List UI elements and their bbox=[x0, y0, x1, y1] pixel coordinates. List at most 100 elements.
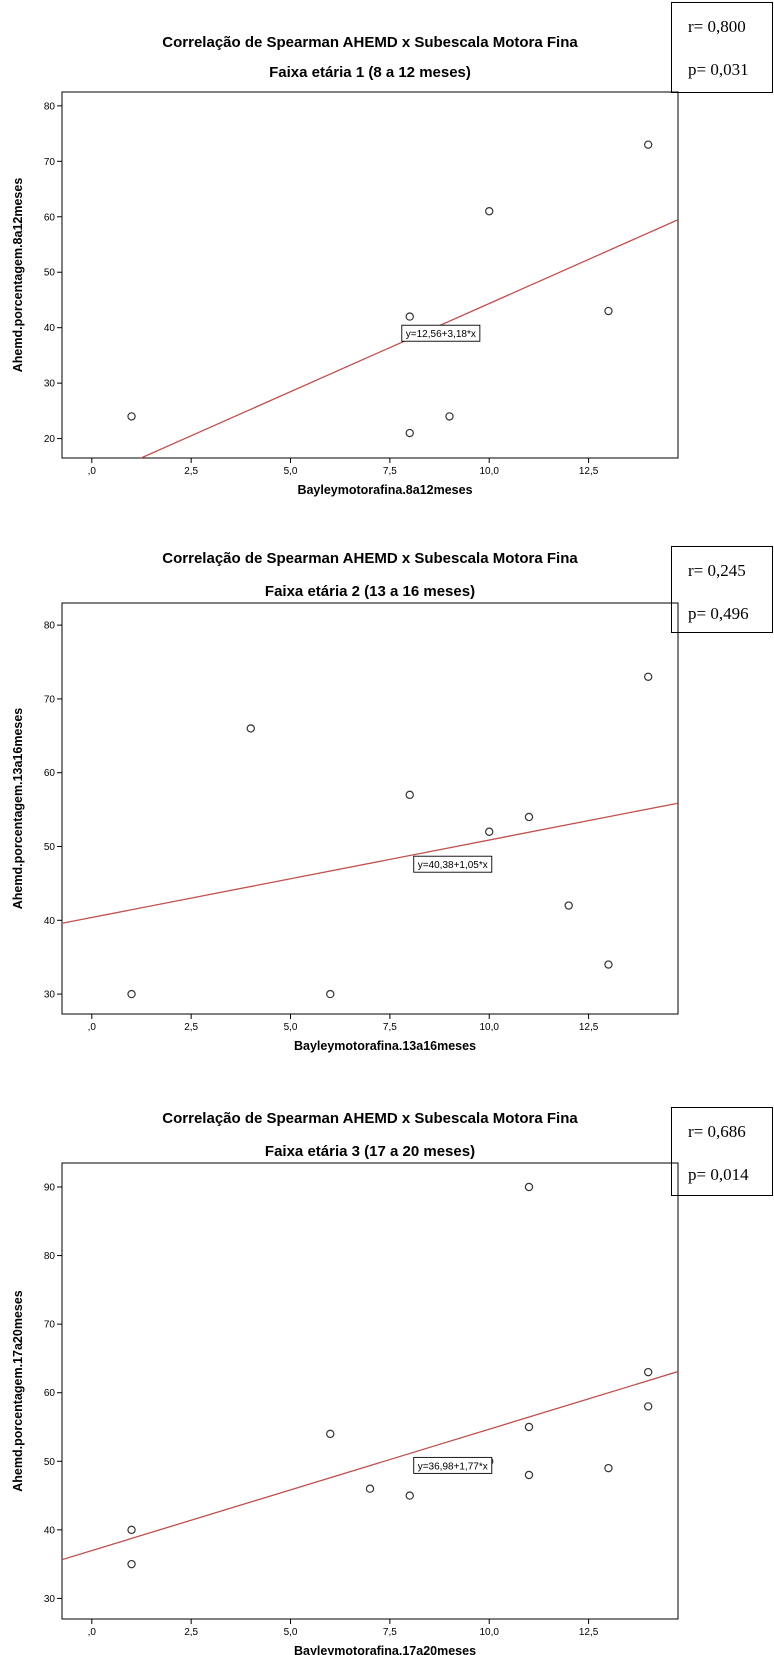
x-tick-label: ,0 bbox=[88, 1022, 97, 1033]
x-tick-label: 12,5 bbox=[579, 1022, 599, 1033]
data-point bbox=[643, 1367, 653, 1377]
chart-panel-3: Correlação de Spearman AHEMD x Subescala… bbox=[0, 1105, 774, 1655]
spearman-r: r= 0,800 bbox=[688, 17, 746, 36]
y-tick-label: 40 bbox=[44, 916, 56, 927]
data-point bbox=[643, 672, 653, 681]
data-point bbox=[524, 1422, 534, 1432]
y-tick-label: 60 bbox=[44, 1388, 56, 1399]
y-tick-label: 50 bbox=[44, 268, 56, 279]
fit-equation-label: y=12,56+3,18*x bbox=[401, 324, 481, 342]
fit-line bbox=[62, 1370, 678, 1561]
data-point bbox=[524, 1470, 534, 1480]
y-tick-label: 40 bbox=[44, 323, 56, 334]
fit-equation-text: y=40,38+1,05*x bbox=[418, 860, 488, 871]
chart-subtitle: Faixa etária 3 (17 a 20 meses) bbox=[264, 1143, 476, 1160]
data-point bbox=[445, 412, 454, 421]
data-point bbox=[405, 312, 414, 321]
x-tick-label: 10,0 bbox=[479, 1627, 499, 1638]
y-tick-label: 70 bbox=[44, 1320, 56, 1331]
chart-title: Correlação de Spearman AHEMD x Subescala… bbox=[162, 1110, 578, 1127]
data-point bbox=[127, 1559, 136, 1569]
x-axis-label: Bayleymotorafina.13a16meses bbox=[294, 1039, 476, 1053]
stats-box: r= 0,686 p= 0,014 bbox=[671, 1107, 773, 1196]
data-point bbox=[326, 1429, 335, 1439]
y-tick-label: 60 bbox=[44, 768, 56, 779]
y-tick-label: 40 bbox=[44, 1525, 56, 1536]
fit-equation-box bbox=[413, 855, 493, 873]
data-point bbox=[365, 1484, 375, 1493]
fit-equation-text: y=12,56+3,18*x bbox=[406, 329, 476, 340]
x-tick-label: 10,0 bbox=[479, 1022, 499, 1033]
chart-subtitle: Faixa etária 1 (8 a 12 meses) bbox=[269, 64, 471, 81]
data-point bbox=[405, 1491, 414, 1500]
y-tick-label: 70 bbox=[44, 694, 56, 705]
x-tick-label: 2,5 bbox=[184, 1022, 198, 1033]
stats-box: r= 0,245 p= 0,496 bbox=[671, 546, 773, 633]
spearman-r: r= 0,245 bbox=[688, 561, 746, 580]
x-tick-label: 5,0 bbox=[284, 466, 298, 477]
x-tick-label: ,0 bbox=[88, 1627, 97, 1638]
data-point bbox=[524, 1182, 534, 1192]
y-tick-label: 90 bbox=[44, 1183, 56, 1194]
p-value: p= 0,014 bbox=[688, 1165, 749, 1184]
chart-panel-1: Correlação de Spearman AHEMD x Subescala… bbox=[0, 0, 774, 530]
p-value: p= 0,496 bbox=[688, 604, 749, 623]
x-tick-label: 5,0 bbox=[284, 1627, 298, 1638]
x-axis-label: Bayleymotorafina.8a12meses bbox=[297, 483, 472, 497]
chart-title: Correlação de Spearman AHEMD x Subescala… bbox=[162, 34, 578, 51]
data-point bbox=[604, 1463, 613, 1473]
chart-subtitle: Faixa etária 2 (13 a 16 meses) bbox=[264, 583, 476, 600]
scatter-plot-1: ,0 2,5 5,0 7,5 10,0 12,5 20 30 40 50 60 70 80 Bayleym… bbox=[11, 91, 679, 497]
x-tick-label: 5,0 bbox=[284, 1022, 298, 1033]
y-axis-label: Ahemd.porcentagem.8a12meses bbox=[11, 178, 25, 373]
data-point bbox=[604, 306, 613, 316]
y-tick-label: 80 bbox=[44, 1251, 56, 1262]
x-tick-label: 7,5 bbox=[383, 1627, 397, 1638]
fit-equation-label: y=36,98+1,77*x bbox=[413, 1456, 493, 1474]
y-tick-label: 20 bbox=[44, 434, 56, 445]
data-point bbox=[564, 901, 573, 910]
x-tick-label: 2,5 bbox=[184, 1627, 198, 1638]
fit-line bbox=[62, 802, 678, 924]
scatter-plot-3: ,0 2,5 5,0 7,5 10,0 12,5 30 40 50 60 70 80 90 Bayleym… bbox=[11, 1162, 679, 1655]
spearman-r: r= 0,686 bbox=[688, 1122, 746, 1141]
y-tick-label: 70 bbox=[44, 157, 56, 168]
y-tick-label: 30 bbox=[44, 1594, 56, 1605]
y-tick-label: 30 bbox=[44, 379, 56, 390]
fit-equation-label: y=40,38+1,05*x bbox=[413, 855, 493, 873]
x-tick-label: 10,0 bbox=[479, 466, 499, 477]
data-point bbox=[485, 827, 494, 836]
data-point bbox=[485, 207, 494, 216]
x-tick-label: 12,5 bbox=[579, 466, 599, 477]
y-tick-label: 50 bbox=[44, 842, 56, 853]
data-point bbox=[643, 1402, 653, 1411]
y-tick-label: 80 bbox=[44, 101, 56, 112]
data-point bbox=[246, 724, 255, 733]
data-point bbox=[405, 790, 414, 800]
chart-panel-2: Correlação de Spearman AHEMD x Subescala… bbox=[0, 545, 774, 1105]
chart-title: Correlação de Spearman AHEMD x Subescala… bbox=[162, 550, 578, 567]
x-tick-label: ,0 bbox=[88, 466, 97, 477]
x-tick-label: 2,5 bbox=[184, 466, 198, 477]
x-tick-label: 7,5 bbox=[383, 1022, 397, 1033]
fit-equation-text: y=36,98+1,77*x bbox=[418, 1461, 488, 1472]
data-point bbox=[405, 428, 414, 438]
y-tick-label: 30 bbox=[44, 990, 56, 1001]
y-axis-label: Ahemd.porcentagem.17a20meses bbox=[11, 1290, 25, 1492]
fit-equation-box bbox=[401, 324, 481, 342]
y-tick-label: 80 bbox=[44, 621, 56, 632]
plot-frame bbox=[61, 91, 679, 459]
data-point bbox=[326, 989, 335, 999]
data-point bbox=[643, 140, 653, 149]
scatter-plot-2: ,0 2,5 5,0 7,5 10,0 12,5 30 40 50 60 70 80 Bayleymot… bbox=[11, 602, 679, 1053]
plot-frame bbox=[61, 602, 679, 1015]
x-tick-label: 7,5 bbox=[383, 466, 397, 477]
y-axis-label: Ahemd.porcentagem.13a16meses bbox=[11, 708, 25, 910]
fit-line bbox=[139, 219, 678, 458]
x-tick-label: 12,5 bbox=[579, 1627, 599, 1638]
fit-equation-box bbox=[413, 1456, 493, 1474]
y-tick-label: 50 bbox=[44, 1457, 56, 1468]
data-point bbox=[127, 412, 136, 421]
data-point bbox=[127, 1525, 136, 1535]
y-tick-label: 60 bbox=[44, 212, 56, 223]
